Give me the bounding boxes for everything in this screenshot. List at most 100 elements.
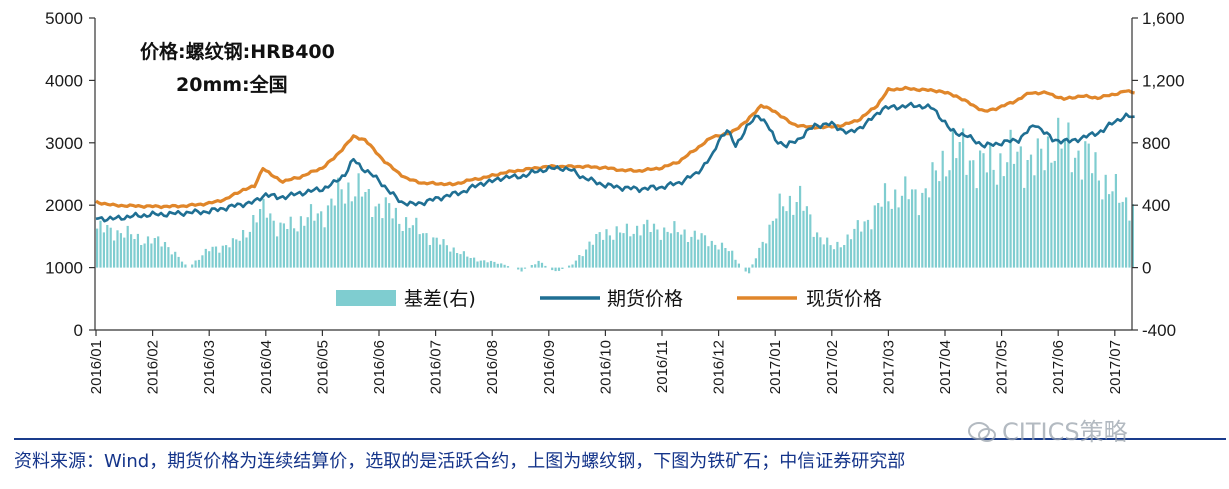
basis-bar-145 bbox=[588, 241, 591, 268]
basis-bar-199 bbox=[771, 220, 774, 268]
x-tick-label-15: 2017/04 bbox=[937, 340, 954, 394]
basis-bar-295 bbox=[1097, 180, 1100, 268]
basis-bar-160 bbox=[639, 235, 642, 268]
x-tick-label-11: 2016/12 bbox=[711, 340, 728, 394]
basis-bar-296 bbox=[1101, 199, 1104, 268]
right-tick-label-1: 0 bbox=[1142, 259, 1151, 278]
basis-bar-87 bbox=[391, 218, 394, 268]
basis-bar-272 bbox=[1019, 146, 1022, 268]
basis-bar-156 bbox=[625, 223, 628, 268]
basis-bar-246 bbox=[931, 162, 934, 268]
basis-bar-41 bbox=[235, 239, 238, 268]
basis-bar-257 bbox=[968, 160, 971, 268]
legend-label-spot: 现货价格 bbox=[806, 288, 882, 310]
basis-bar-16 bbox=[150, 243, 153, 268]
basis-bar-305 bbox=[1131, 204, 1134, 268]
basis-bar-161 bbox=[642, 224, 645, 268]
basis-bar-201 bbox=[778, 193, 781, 268]
basis-bar-90 bbox=[401, 231, 404, 268]
basis-bar-153 bbox=[615, 226, 618, 268]
basis-bar-263 bbox=[989, 142, 992, 268]
basis-bar-262 bbox=[985, 172, 988, 268]
basis-bar-37 bbox=[221, 245, 224, 268]
basis-bar-155 bbox=[622, 233, 625, 268]
basis-bar-100 bbox=[435, 237, 438, 268]
basis-bar-111 bbox=[473, 257, 476, 268]
x-tick-label-16: 2017/05 bbox=[994, 340, 1011, 394]
basis-bar-60 bbox=[299, 216, 302, 268]
basis-bar-209 bbox=[805, 206, 808, 268]
basis-bar-94 bbox=[415, 217, 418, 268]
legend-swatch-basis bbox=[336, 290, 396, 306]
basis-bar-205 bbox=[792, 214, 795, 268]
basis-bar-10 bbox=[130, 234, 133, 268]
basis-bar-1 bbox=[99, 220, 102, 268]
basis-bar-34 bbox=[211, 246, 214, 268]
basis-bar-88 bbox=[394, 207, 397, 268]
spot-price-line bbox=[95, 85, 1135, 210]
basis-bar-108 bbox=[462, 251, 465, 268]
basis-bar-301 bbox=[1118, 202, 1121, 268]
basis-bar-168 bbox=[666, 231, 669, 268]
basis-bar-131 bbox=[540, 262, 544, 268]
basis-bar-219 bbox=[839, 247, 842, 268]
x-tick-label-12: 2017/01 bbox=[767, 340, 784, 394]
basis-bar-228 bbox=[870, 229, 873, 268]
left-tick-label-1: 1000 bbox=[45, 259, 83, 278]
basis-bar-38 bbox=[225, 245, 228, 268]
basis-bar-55 bbox=[282, 223, 285, 268]
basis-bar-85 bbox=[384, 197, 387, 268]
basis-bar-290 bbox=[1080, 179, 1083, 268]
basis-bar-43 bbox=[242, 230, 245, 268]
basis-bar-129 bbox=[534, 264, 537, 268]
basis-bar-132 bbox=[544, 265, 547, 268]
basis-bar-268 bbox=[1006, 162, 1009, 268]
basis-bar-175 bbox=[690, 236, 693, 268]
right-tick-label-4: 1,200 bbox=[1142, 71, 1185, 90]
basis-bar-31 bbox=[201, 255, 204, 268]
basis-bar-193 bbox=[751, 264, 754, 268]
basis-bar-117 bbox=[493, 261, 496, 268]
x-tick-label-13: 2017/02 bbox=[824, 340, 841, 394]
basis-bar-171 bbox=[676, 232, 679, 268]
basis-bar-14 bbox=[143, 243, 146, 268]
basis-bar-158 bbox=[632, 233, 635, 268]
basis-bar-242 bbox=[917, 215, 920, 268]
basis-bar-166 bbox=[659, 239, 662, 268]
basis-bar-304 bbox=[1128, 220, 1131, 268]
basis-bar-46 bbox=[252, 215, 255, 268]
basis-bar-8 bbox=[123, 237, 126, 268]
basis-bar-243 bbox=[921, 192, 924, 268]
basis-bar-149 bbox=[602, 239, 605, 268]
basis-bar-231 bbox=[880, 206, 883, 268]
basis-bar-103 bbox=[445, 245, 448, 268]
basis-bar-26 bbox=[184, 264, 187, 268]
basis-bar-93 bbox=[411, 225, 414, 268]
basis-bar-102 bbox=[442, 239, 445, 268]
basis-bar-148 bbox=[598, 232, 601, 268]
basis-bar-207 bbox=[799, 185, 802, 268]
basis-bar-283 bbox=[1057, 117, 1060, 268]
basis-bar-98 bbox=[428, 245, 431, 268]
basis-bar-50 bbox=[265, 217, 268, 268]
basis-bar-141 bbox=[574, 260, 577, 268]
right-tick-label-2: 400 bbox=[1142, 196, 1170, 215]
basis-bar-189 bbox=[737, 263, 740, 268]
basis-bar-214 bbox=[822, 244, 825, 268]
basis-bar-269 bbox=[1009, 129, 1012, 268]
basis-bar-18 bbox=[157, 236, 160, 268]
x-tick-label-3: 2016/04 bbox=[258, 340, 275, 394]
basis-bar-106 bbox=[456, 253, 459, 268]
basis-bar-154 bbox=[619, 232, 622, 268]
right-tick-label-5: 1,600 bbox=[1142, 9, 1185, 28]
basis-bar-116 bbox=[489, 260, 493, 268]
basis-bar-213 bbox=[819, 237, 822, 268]
right-tick-label-3: 800 bbox=[1142, 134, 1170, 153]
basis-bar-265 bbox=[995, 184, 999, 268]
basis-bar-289 bbox=[1077, 150, 1080, 268]
basis-bar-76 bbox=[354, 196, 357, 268]
x-tick-label-18: 2017/07 bbox=[1107, 340, 1124, 394]
basis-bar-28 bbox=[191, 264, 194, 268]
basis-bar-5 bbox=[113, 240, 116, 268]
basis-bar-107 bbox=[459, 254, 462, 268]
